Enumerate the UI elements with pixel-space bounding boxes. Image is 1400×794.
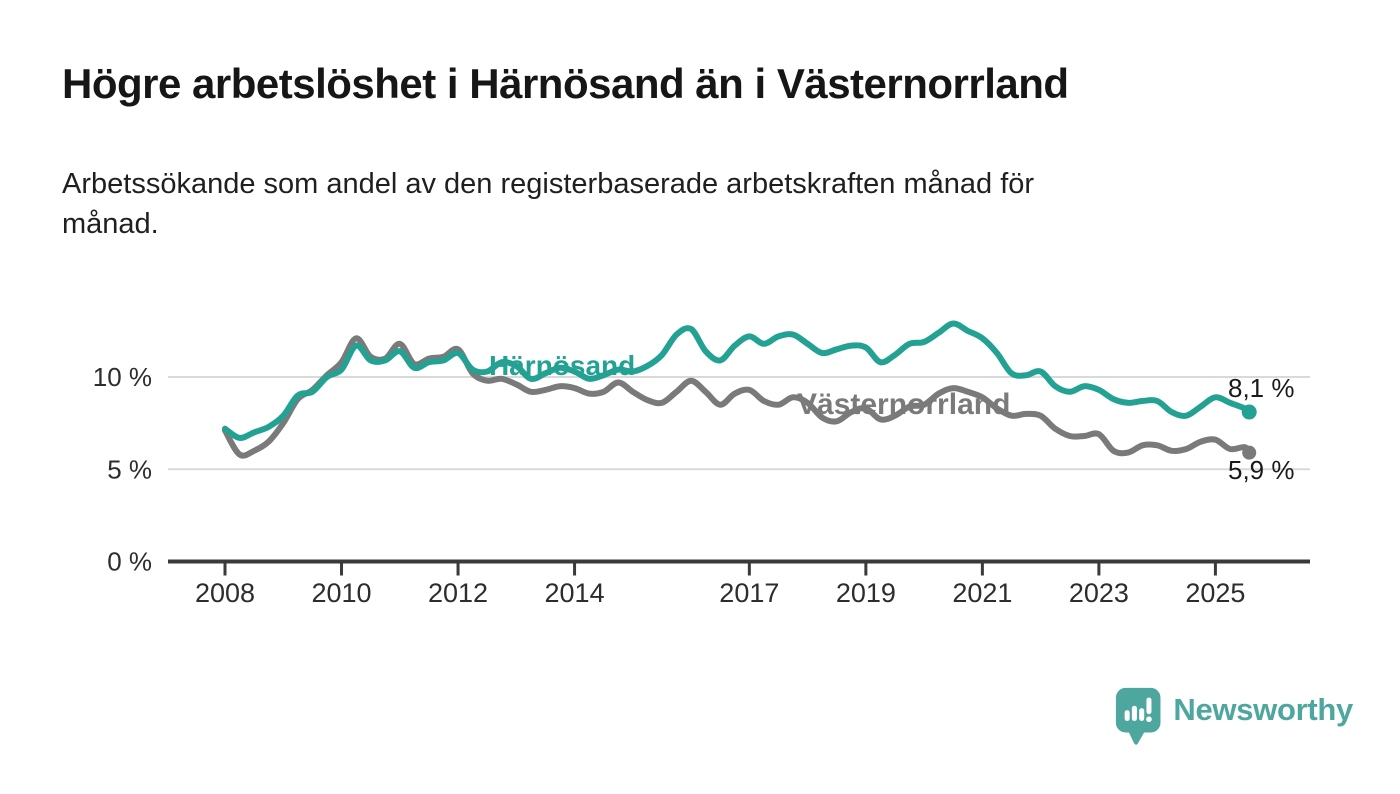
vsternorrland-end-dot [1242, 445, 1257, 460]
y-tick-label-0pct: 0 % [107, 547, 152, 577]
vsternorrland-line [222, 335, 1253, 459]
x-tick-label-2012: 2012 [428, 578, 488, 608]
newsworthy-logo-icon [1115, 687, 1161, 745]
x-tick-label-2014: 2014 [545, 578, 605, 608]
x-tick-label-2019: 2019 [836, 578, 896, 608]
hrnsand-end-value-label: 8,1 % [1228, 373, 1295, 403]
vsternorrland-series-label: Västernorrland [797, 388, 1010, 421]
page-subtitle: Arbetssökande som andel av den registerb… [62, 164, 1262, 244]
vsternorrland-end-value-label: 5,9 % [1228, 455, 1295, 485]
subtitle-line-1: Arbetssökande som andel av den registerb… [62, 168, 1035, 200]
x-tick-label-2010: 2010 [311, 578, 371, 608]
hrnsand-line [222, 320, 1253, 441]
brand-wordmark: Newsworthy [1173, 692, 1353, 727]
x-tick-label-2023: 2023 [1069, 578, 1129, 608]
y-tick-label-5pct: 5 % [107, 454, 152, 484]
hrnsand-series-label: Härnösand [489, 350, 635, 381]
x-tick-label-2008: 2008 [195, 578, 255, 608]
subtitle-line-2: månad. [62, 208, 159, 240]
y-tick-label-10pct: 10 % [93, 362, 152, 392]
x-tick-label-2025: 2025 [1185, 578, 1245, 608]
page-title: Högre arbetslöshet i Härnösand än i Väst… [62, 60, 1069, 107]
newsworthy-brand: Newsworthy [1113, 684, 1353, 754]
x-tick-label-2017: 2017 [719, 578, 779, 608]
hrnsand-end-dot [1241, 404, 1257, 420]
x-tick-label-2021: 2021 [952, 578, 1012, 608]
